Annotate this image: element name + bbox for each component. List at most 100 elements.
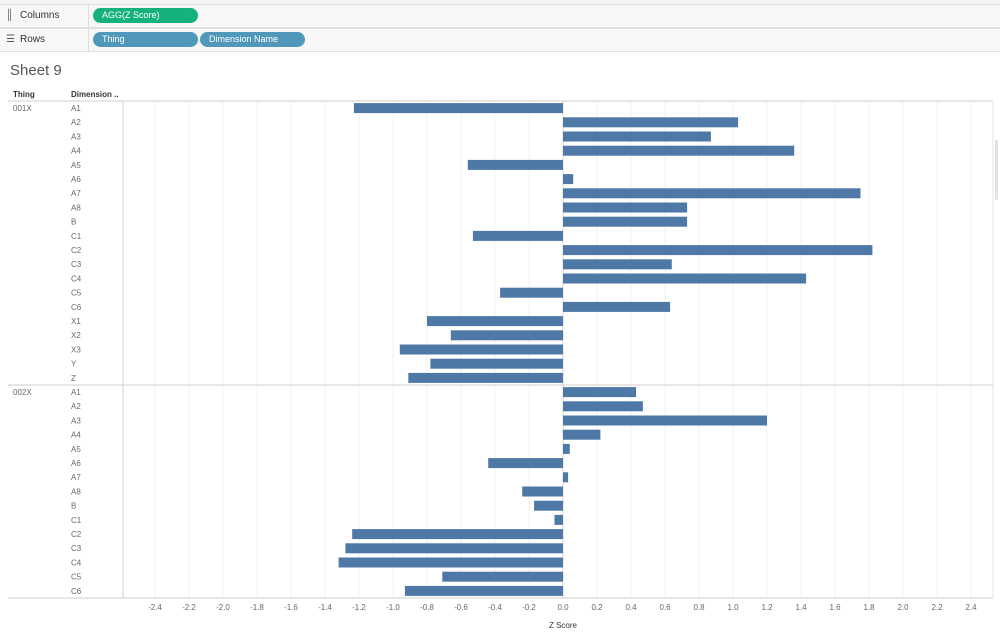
bar <box>563 273 807 284</box>
agg-z-score-pill[interactable]: AGG(Z Score) <box>93 8 198 23</box>
bar <box>563 429 601 440</box>
x-tick-label: -0.4 <box>488 603 502 612</box>
category-label: A2 <box>71 402 81 411</box>
category-label: C3 <box>71 260 82 269</box>
x-tick-label: -2.2 <box>182 603 196 612</box>
category-label: A8 <box>71 203 81 212</box>
thing-pill[interactable]: Thing <box>93 32 198 47</box>
columns-shelf-label: ║ Columns <box>6 5 59 27</box>
bar <box>442 571 563 582</box>
x-tick-label: 0.0 <box>557 603 569 612</box>
bar <box>472 230 563 241</box>
x-tick-label: 1.0 <box>727 603 739 612</box>
category-label: C4 <box>71 558 82 567</box>
bar <box>563 202 688 213</box>
x-tick-label: -1.6 <box>284 603 298 612</box>
category-label: A7 <box>71 473 81 482</box>
row-header-thing: Thing <box>13 90 35 99</box>
x-tick-label: -1.4 <box>318 603 332 612</box>
bar <box>399 344 563 355</box>
category-label: C5 <box>71 573 82 582</box>
vertical-scrollbar-thumb <box>995 140 998 200</box>
shelf-divider <box>88 29 89 51</box>
row-header-dimension: Dimension .. <box>71 90 119 99</box>
group-label: 002X <box>13 388 32 397</box>
x-tick-label: 0.8 <box>693 603 705 612</box>
x-tick-label: 2.0 <box>897 603 909 612</box>
category-label: C2 <box>71 530 82 539</box>
x-tick-label: -1.8 <box>250 603 264 612</box>
bar <box>563 174 574 185</box>
group-label: 001X <box>13 104 32 113</box>
category-label: A1 <box>71 388 81 397</box>
x-tick-label: -1.0 <box>386 603 400 612</box>
bar <box>500 287 563 298</box>
bar <box>352 529 563 540</box>
category-label: A3 <box>71 416 81 425</box>
category-label: Y <box>71 360 77 369</box>
bar <box>450 330 563 341</box>
bar <box>427 316 563 327</box>
x-tick-label: -0.8 <box>420 603 434 612</box>
bar <box>534 500 563 511</box>
bar <box>345 543 563 554</box>
category-label: A3 <box>71 132 81 141</box>
x-tick-label: -2.0 <box>216 603 230 612</box>
category-label: Z <box>71 374 76 383</box>
x-tick-label: 1.6 <box>829 603 841 612</box>
x-tick-label: -1.2 <box>352 603 366 612</box>
category-label: A4 <box>71 431 81 440</box>
category-label: C4 <box>71 274 82 283</box>
category-label: A2 <box>71 118 81 127</box>
bar <box>408 372 563 383</box>
rows-shelf-label: ☰ Rows <box>6 29 45 51</box>
bar <box>563 472 569 483</box>
bar <box>563 131 711 142</box>
bar <box>488 458 563 469</box>
bar <box>563 259 672 270</box>
dimension-name-pill[interactable]: Dimension Name <box>200 32 305 47</box>
x-tick-label: 0.2 <box>591 603 603 612</box>
rows-shelf[interactable]: ☰ Rows Thing Dimension Name <box>0 28 1000 52</box>
bar <box>563 415 767 426</box>
category-label: C6 <box>71 587 82 596</box>
bar <box>563 245 873 256</box>
category-label: C6 <box>71 303 82 312</box>
x-tick-label: 0.6 <box>659 603 671 612</box>
rows-icon: ☰ <box>6 34 15 45</box>
bar <box>404 585 563 596</box>
category-label: A1 <box>71 104 81 113</box>
category-label: A7 <box>71 189 81 198</box>
category-label: A8 <box>71 487 81 496</box>
x-tick-label: 1.8 <box>863 603 875 612</box>
bar <box>338 557 563 568</box>
bar <box>563 188 861 199</box>
bar <box>467 159 563 170</box>
bar <box>522 486 563 497</box>
category-label: C5 <box>71 289 82 298</box>
category-label: C1 <box>71 232 82 241</box>
category-label: A5 <box>71 161 81 170</box>
bar <box>353 103 563 114</box>
category-label: B <box>71 218 76 227</box>
category-label: X3 <box>71 345 81 354</box>
category-label: C1 <box>71 516 82 525</box>
columns-label-text: Columns <box>20 10 60 21</box>
x-tick-label: -2.4 <box>148 603 162 612</box>
x-tick-label: -0.2 <box>522 603 536 612</box>
columns-shelf[interactable]: ║ Columns AGG(Z Score) <box>0 4 1000 28</box>
bar <box>563 401 643 412</box>
category-label: C2 <box>71 246 82 255</box>
x-tick-label: 2.2 <box>931 603 943 612</box>
category-label: C3 <box>71 544 82 553</box>
columns-icon: ║ <box>6 10 14 21</box>
category-label: A4 <box>71 147 81 156</box>
bar <box>563 216 688 227</box>
x-tick-label: 1.4 <box>795 603 807 612</box>
bar <box>563 145 795 156</box>
bar <box>563 387 637 398</box>
x-axis-title: Z Score <box>549 621 578 630</box>
bar <box>563 117 739 128</box>
category-label: A6 <box>71 175 81 184</box>
